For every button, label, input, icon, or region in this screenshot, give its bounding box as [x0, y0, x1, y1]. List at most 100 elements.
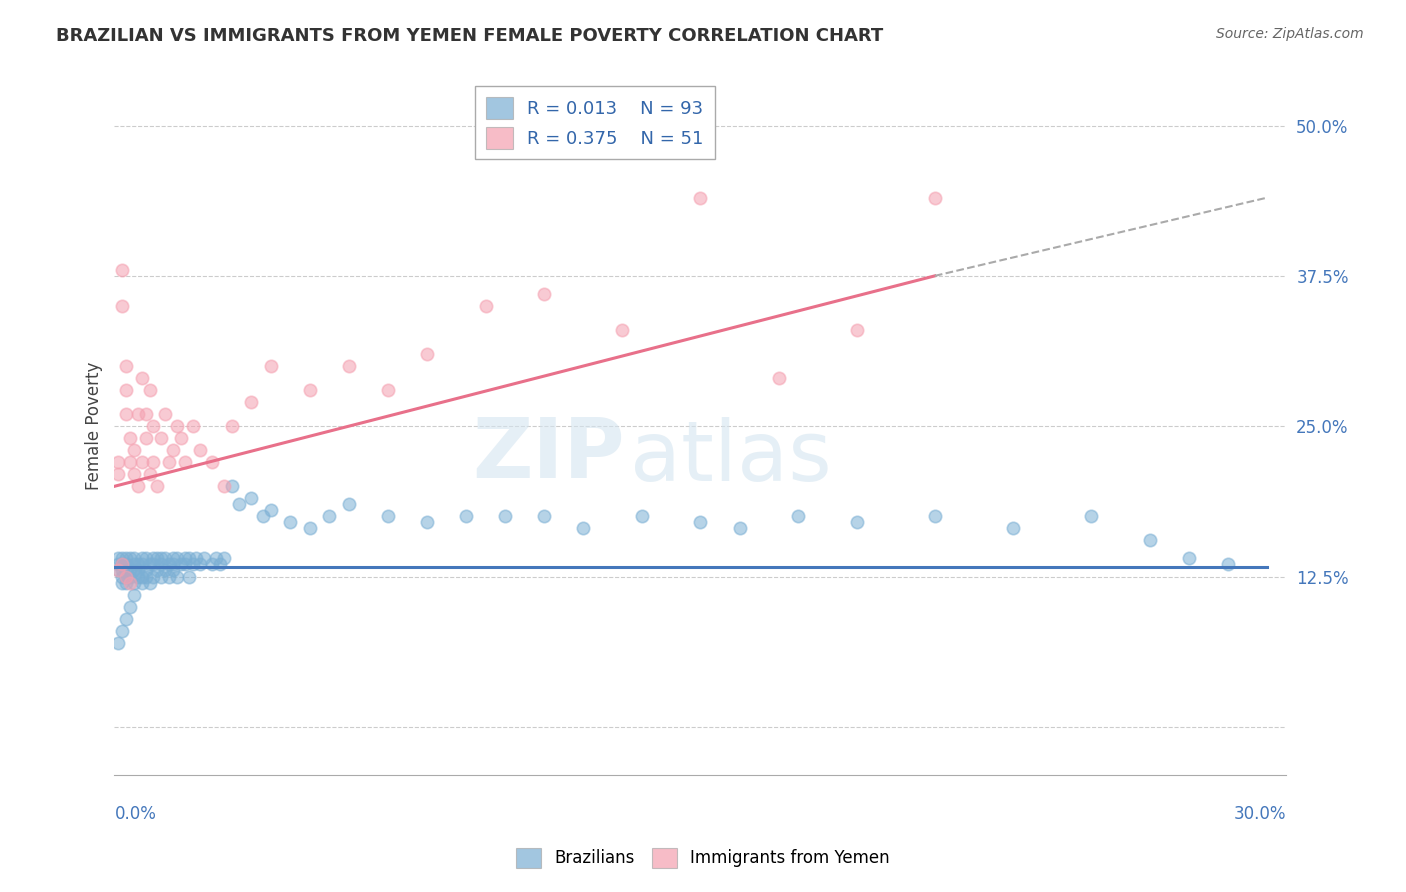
Point	[150, 569, 173, 583]
Point	[107, 467, 129, 482]
Point	[131, 371, 153, 385]
Point	[127, 569, 149, 583]
Point	[166, 419, 188, 434]
Point	[115, 575, 138, 590]
Text: 0.0%: 0.0%	[114, 805, 156, 823]
Point	[118, 551, 141, 566]
Text: BRAZILIAN VS IMMIGRANTS FROM YEMEN FEMALE POVERTY CORRELATION CHART: BRAZILIAN VS IMMIGRANTS FROM YEMEN FEMAL…	[56, 27, 883, 45]
Point	[845, 516, 868, 530]
Point	[115, 569, 138, 583]
Point	[142, 419, 165, 434]
Point	[118, 599, 141, 614]
Point	[111, 564, 134, 578]
Point	[162, 564, 184, 578]
Point	[612, 323, 634, 337]
Point	[377, 509, 399, 524]
Point	[201, 558, 224, 572]
Point	[150, 558, 173, 572]
Point	[115, 359, 138, 373]
Point	[572, 521, 595, 535]
Point	[111, 569, 134, 583]
Point	[127, 479, 149, 493]
Point	[122, 467, 145, 482]
Point	[162, 443, 184, 458]
Point	[768, 371, 790, 385]
Point	[153, 564, 176, 578]
Point	[845, 323, 868, 337]
Point	[131, 455, 153, 469]
Point	[157, 455, 180, 469]
Point	[122, 575, 145, 590]
Point	[115, 558, 138, 572]
Point	[111, 263, 134, 277]
Point	[337, 359, 360, 373]
Point	[111, 558, 134, 572]
Point	[115, 551, 138, 566]
Point	[170, 431, 193, 445]
Point	[630, 509, 652, 524]
Point	[787, 509, 810, 524]
Point	[150, 431, 173, 445]
Point	[107, 558, 129, 572]
Point	[127, 407, 149, 421]
Point	[162, 551, 184, 566]
Point	[135, 551, 157, 566]
Point	[115, 383, 138, 397]
Point	[173, 455, 195, 469]
Text: atlas: atlas	[630, 417, 832, 498]
Point	[221, 479, 243, 493]
Point	[142, 551, 165, 566]
Point	[138, 558, 160, 572]
Point	[1178, 551, 1201, 566]
Point	[146, 479, 169, 493]
Point	[170, 558, 193, 572]
Point	[177, 569, 200, 583]
Point	[689, 191, 711, 205]
Point	[181, 558, 204, 572]
Point	[240, 395, 263, 409]
Point	[127, 564, 149, 578]
Point	[166, 551, 188, 566]
Point	[173, 558, 195, 572]
Point	[107, 635, 129, 649]
Point	[474, 299, 496, 313]
Point	[111, 551, 134, 566]
Point	[416, 516, 439, 530]
Point	[212, 551, 235, 566]
Point	[181, 419, 204, 434]
Point	[221, 419, 243, 434]
Point	[122, 558, 145, 572]
Point	[122, 443, 145, 458]
Point	[118, 431, 141, 445]
Point	[278, 516, 301, 530]
Point	[166, 569, 188, 583]
Point	[318, 509, 340, 524]
Point	[157, 558, 180, 572]
Point	[377, 383, 399, 397]
Point	[122, 564, 145, 578]
Point	[138, 383, 160, 397]
Point	[153, 551, 176, 566]
Legend: R = 0.013    N = 93, R = 0.375    N = 51: R = 0.013 N = 93, R = 0.375 N = 51	[475, 87, 714, 160]
Text: 30.0%: 30.0%	[1234, 805, 1286, 823]
Point	[190, 443, 212, 458]
Point	[127, 558, 149, 572]
Point	[115, 564, 138, 578]
Point	[208, 558, 231, 572]
Point	[131, 551, 153, 566]
Point	[240, 491, 263, 506]
Point	[142, 455, 165, 469]
Point	[260, 359, 283, 373]
Point	[298, 383, 321, 397]
Point	[689, 516, 711, 530]
Point	[533, 286, 555, 301]
Y-axis label: Female Poverty: Female Poverty	[86, 362, 103, 491]
Point	[122, 588, 145, 602]
Point	[190, 558, 212, 572]
Point	[150, 551, 173, 566]
Point	[131, 575, 153, 590]
Point	[118, 564, 141, 578]
Point	[186, 551, 208, 566]
Point	[201, 455, 224, 469]
Point	[416, 347, 439, 361]
